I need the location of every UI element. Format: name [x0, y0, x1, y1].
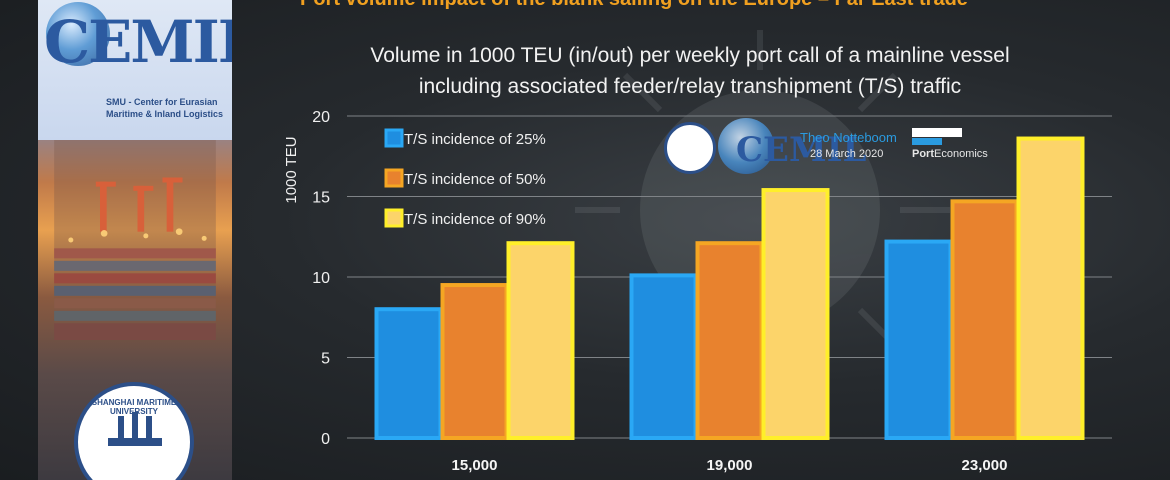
porteconomics-logo-bar: [912, 128, 962, 137]
chart-title: Volume in 1000 TEU (in/out) per weekly p…: [290, 40, 1090, 102]
legend-label: T/S incidence of 90%: [404, 211, 546, 228]
cemil-logo-panel: CEMIL SMU - Center for Eurasian Maritime…: [38, 0, 232, 140]
brand-port: Port: [912, 148, 934, 160]
seal-text: SHANGHAI MARITIME UNIVERSITY: [91, 398, 177, 416]
bar: [761, 188, 830, 440]
bar: [695, 241, 764, 440]
cemil-globe-icon: [718, 118, 774, 174]
brand-economics: Economics: [934, 148, 988, 160]
slide-title: Port volume impact of the blank sailing …: [300, 0, 968, 11]
smu-logo: [664, 122, 716, 174]
cemil-logo: CEMIL: [44, 8, 232, 76]
y-tick-label: 20: [312, 109, 330, 126]
legend-swatch: [384, 168, 404, 188]
bar: [629, 273, 698, 441]
cemil-watermark: CEMIL: [736, 130, 867, 170]
bar: [440, 283, 509, 440]
cemil-subtitle-line2: Maritime & Inland Logistics: [106, 109, 224, 119]
bar: [506, 241, 575, 440]
legend-swatch: [384, 208, 404, 228]
chart-title-line2: including associated feeder/relay transh…: [418, 75, 962, 98]
cemil-subtitle: SMU - Center for Eurasian Maritime & Inl…: [106, 96, 230, 120]
y-axis-label: 1000 TEU: [283, 136, 300, 203]
bar: [374, 307, 443, 441]
university-seal: SHANGHAI MARITIME UNIVERSITY: [74, 382, 194, 480]
legend-swatch: [384, 128, 404, 148]
bar: [950, 199, 1019, 440]
chart-title-line1: Volume in 1000 TEU (in/out) per weekly p…: [370, 44, 1010, 67]
left-banner: CEMIL SMU - Center for Eurasian Maritime…: [38, 0, 232, 480]
cemil-subtitle-line1: SMU - Center for Eurasian: [106, 97, 218, 107]
bar: [1016, 136, 1085, 440]
legend-label: T/S incidence of 50%: [404, 171, 546, 188]
y-tick-label: 5: [321, 351, 330, 368]
porteconomics-brand: PortEconomics: [912, 148, 988, 160]
y-tick-label: 0: [321, 431, 330, 448]
y-tick-label: 10: [312, 270, 330, 287]
porteconomics-logo-bar-blue: [912, 138, 942, 145]
port-photo: [54, 140, 216, 340]
author-name: Theo Notteboom: [800, 130, 897, 145]
x-tick-label: 15,000: [452, 457, 498, 474]
globe-icon: [46, 2, 110, 66]
x-tick-label: 23,000: [962, 457, 1008, 474]
author-date: 28 March 2020: [810, 148, 884, 160]
x-tick-label: 19,000: [707, 457, 753, 474]
bar: [884, 239, 953, 440]
ship-icon: [108, 412, 162, 446]
legend-label: T/S incidence of 25%: [404, 131, 546, 148]
y-tick-label: 15: [312, 190, 330, 207]
